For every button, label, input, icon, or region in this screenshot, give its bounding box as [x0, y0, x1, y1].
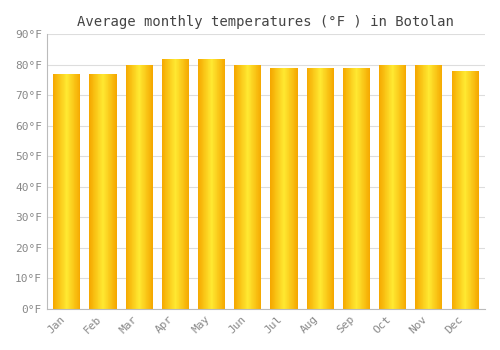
Title: Average monthly temperatures (°F ) in Botolan: Average monthly temperatures (°F ) in Bo…: [78, 15, 454, 29]
